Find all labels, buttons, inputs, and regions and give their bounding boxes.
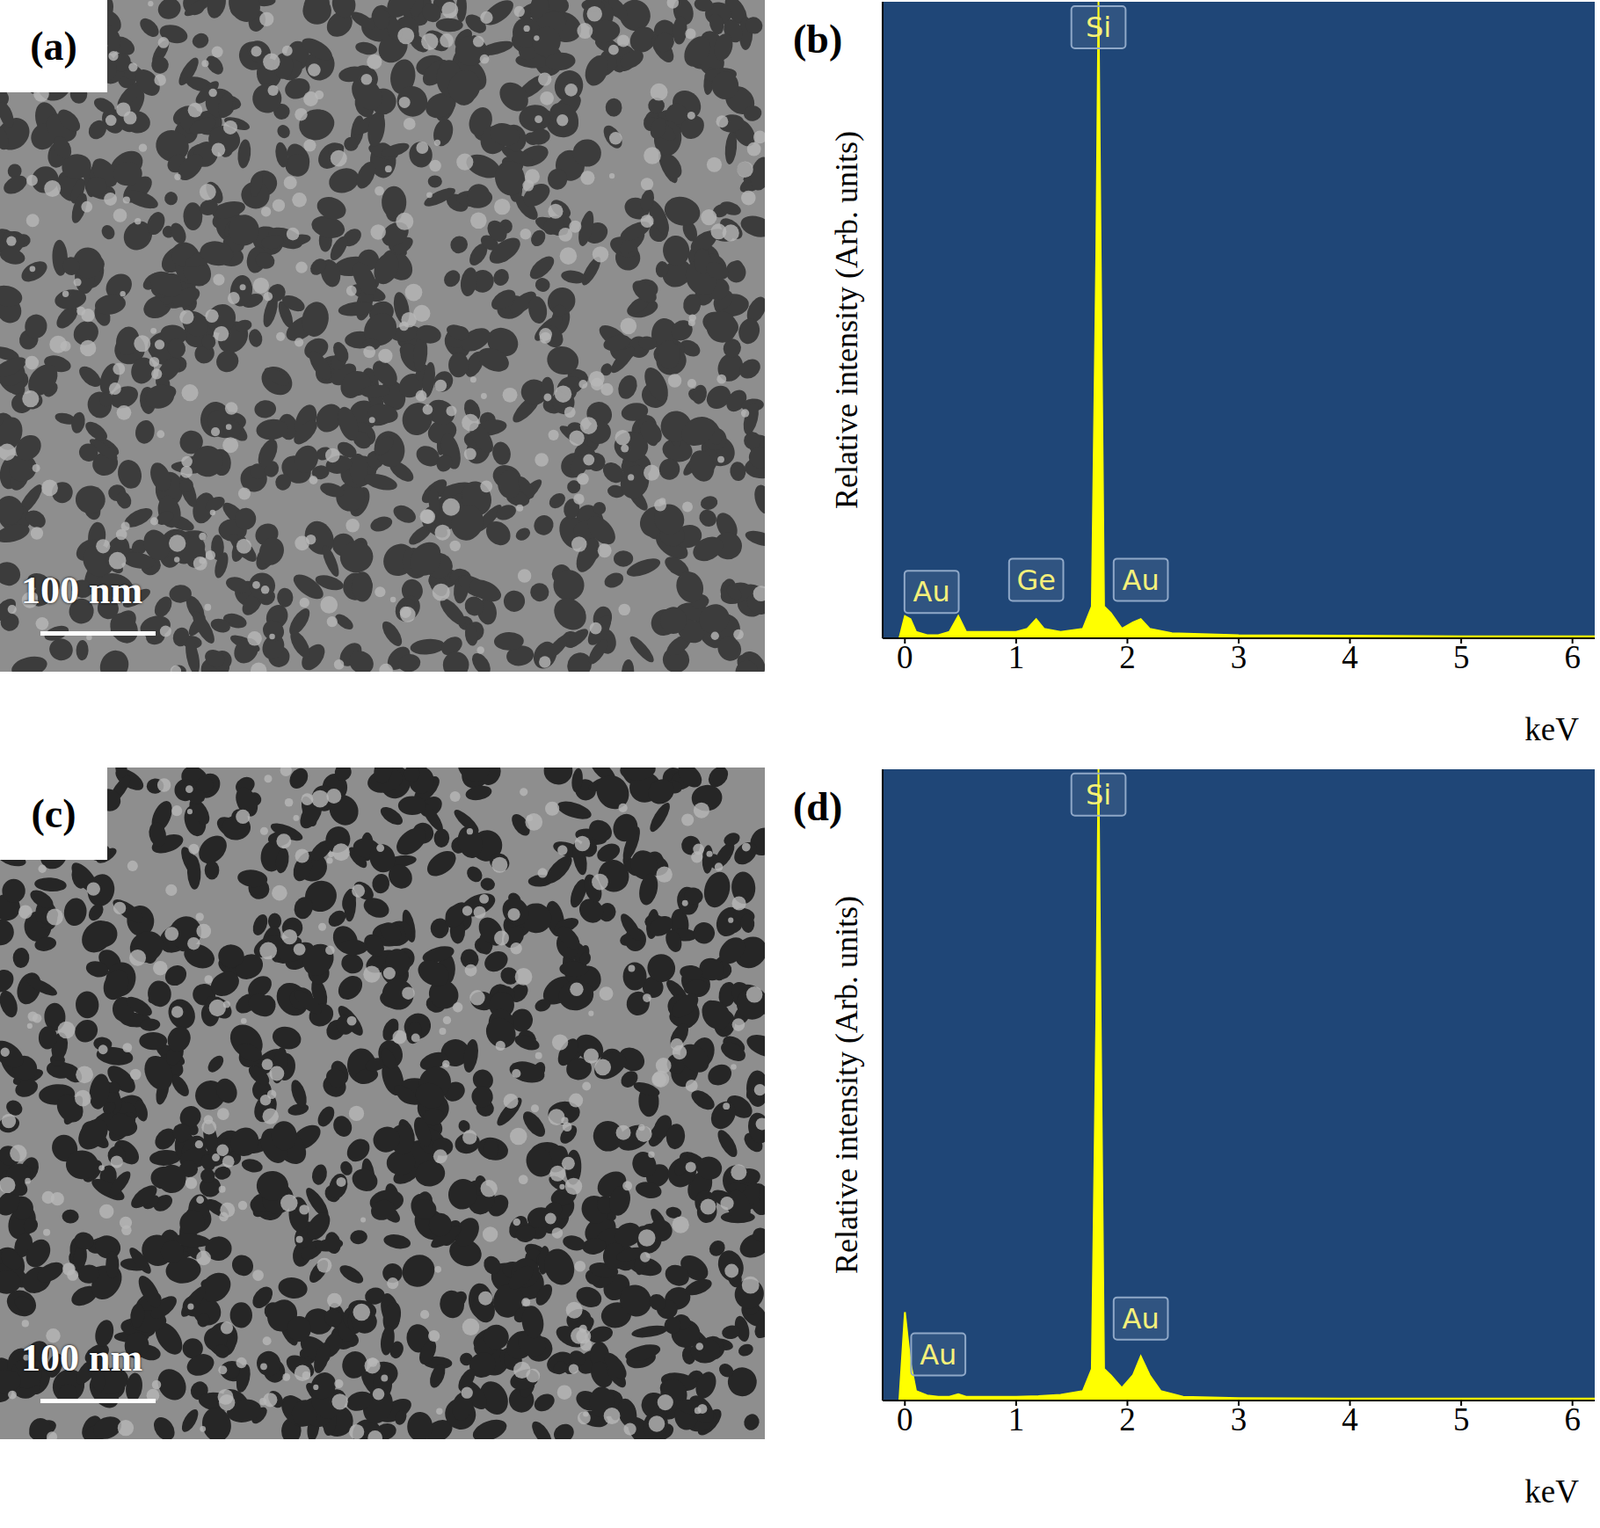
svg-text:Au: Au [919, 1338, 957, 1372]
svg-text:3: 3 [1230, 639, 1248, 676]
svg-text:5: 5 [1453, 1401, 1470, 1438]
svg-text:5: 5 [1453, 639, 1470, 676]
html-text:keV: keV [1524, 1473, 1579, 1510]
svg-text:2: 2 [1119, 1401, 1136, 1438]
svg-text:4: 4 [1341, 639, 1359, 676]
svg-text:Ge: Ge [1016, 563, 1055, 597]
svg-text:Relative intensity (Arb. units: Relative intensity (Arb. units) [829, 130, 865, 510]
html-text:keV: keV [1524, 711, 1579, 748]
html-text:(a): (a) [30, 23, 78, 69]
svg-text:6: 6 [1563, 1401, 1581, 1438]
svg-text:4: 4 [1341, 1401, 1359, 1438]
svg-text:Si: Si [1085, 10, 1112, 44]
svg-text:2: 2 [1119, 639, 1136, 676]
html-text:(d): (d) [792, 784, 843, 830]
svg-text:0: 0 [896, 1401, 914, 1438]
svg-text:1: 1 [1008, 639, 1026, 676]
svg-text:6: 6 [1563, 639, 1581, 676]
svg-text:0: 0 [896, 639, 914, 676]
svg-text:Au: Au [913, 574, 951, 609]
svg-text:Au: Au [1122, 1301, 1160, 1336]
html-text:100 nm: 100 nm [21, 568, 143, 612]
html-text:(b): (b) [792, 16, 843, 62]
html-text:100 nm: 100 nm [21, 1336, 143, 1380]
svg-text:3: 3 [1230, 1401, 1248, 1438]
svg-text:Si: Si [1085, 778, 1112, 812]
svg-text:Relative intensity (Arb. units: Relative intensity (Arb. units) [829, 895, 865, 1274]
html-text:(c): (c) [31, 791, 77, 837]
svg-text:1: 1 [1008, 1401, 1026, 1438]
svg-text:Au: Au [1122, 563, 1160, 597]
